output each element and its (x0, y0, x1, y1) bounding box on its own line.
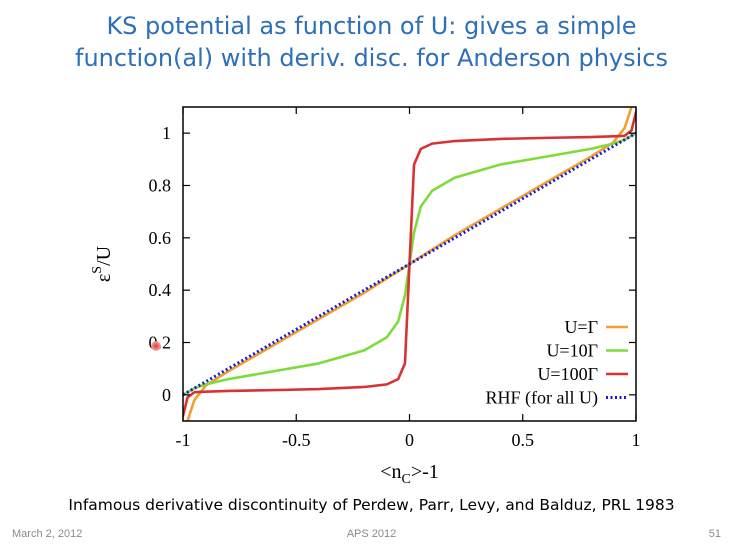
legend-label: U=100Γ (537, 364, 598, 384)
legend-label: U=Γ (564, 317, 598, 337)
x-tick-label: -0.5 (282, 430, 311, 450)
y-tick-label: 1 (162, 123, 171, 143)
x-axis-label: <nC>-1 (380, 461, 439, 487)
title-line-2: function(al) with deriv. disc. for Ander… (75, 44, 668, 72)
series-line-3 (183, 131, 636, 397)
legend-label: RHF (for all U) (486, 388, 598, 409)
laser-pointer-dot (151, 341, 161, 351)
title-line-1: KS potential as function of U: gives a s… (106, 12, 637, 40)
x-tick-label: 0 (405, 430, 414, 450)
footer-event: APS 2012 (346, 528, 397, 540)
x-tick-label: -1 (176, 430, 191, 450)
footer-date: March 2, 2012 (12, 528, 83, 540)
y-axis-label: εS/U (90, 245, 115, 282)
slide-title: KS potential as function of U: gives a s… (0, 10, 743, 74)
y-tick-label: 0.8 (149, 176, 172, 196)
y-tick-label: 0.6 (149, 228, 172, 248)
slide-caption: Infamous derivative discontinuity of Per… (68, 496, 675, 514)
footer-page-number: 51 (708, 528, 721, 540)
y-tick-label: 0.4 (149, 280, 172, 300)
x-tick-label: 0.5 (512, 430, 535, 450)
y-tick-label: 0 (162, 385, 171, 405)
legend-label: U=10Γ (546, 341, 598, 361)
x-tick-label: 1 (632, 430, 641, 450)
